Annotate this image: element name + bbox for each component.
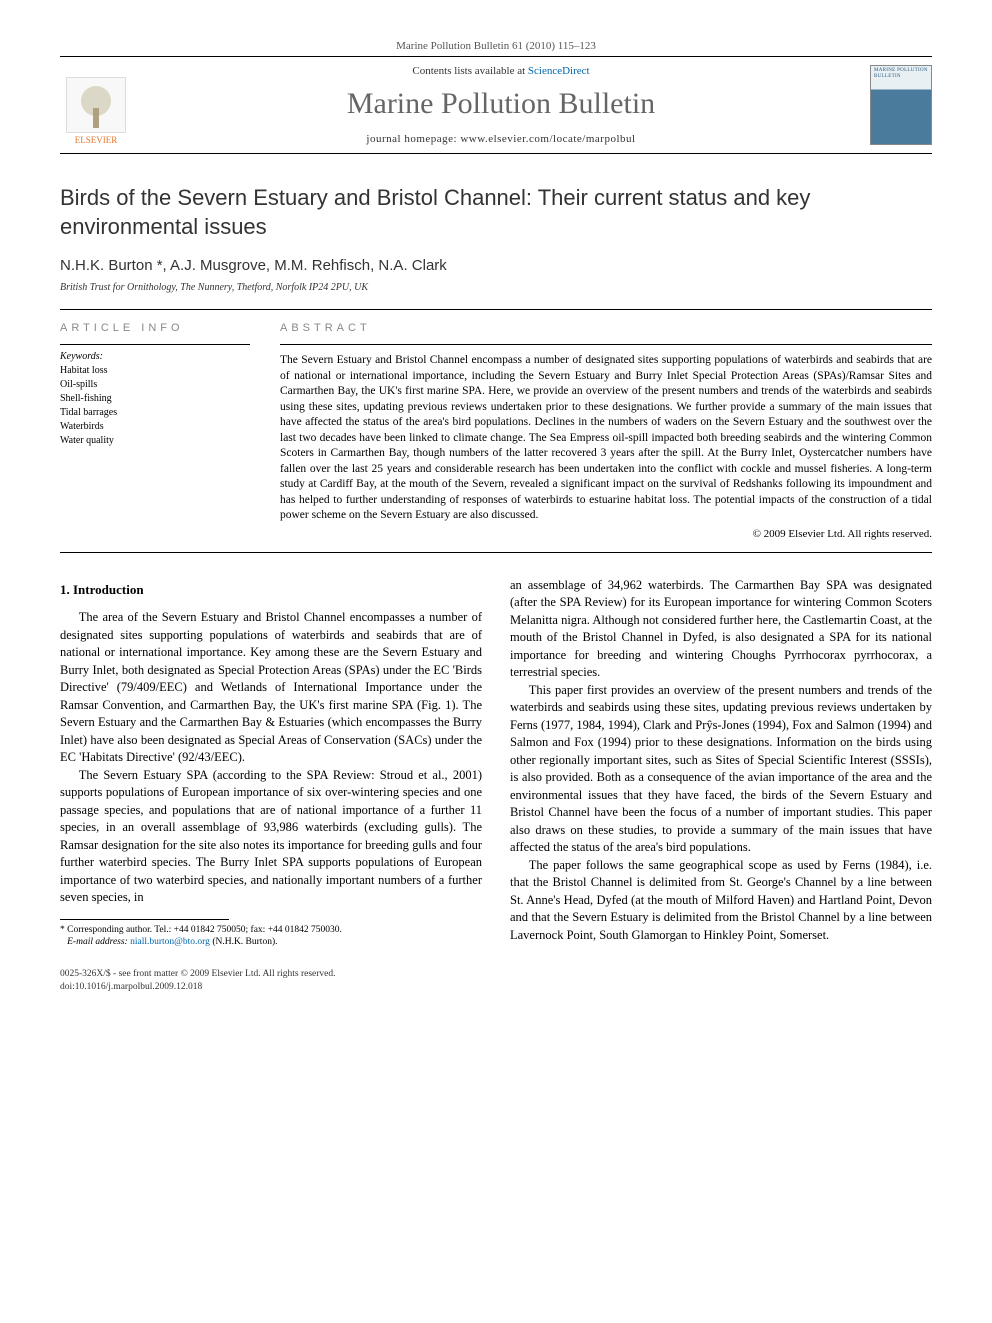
article-info-block: ARTICLE INFO Keywords: Habitat loss Oil-… [60, 322, 250, 540]
journal-name: Marine Pollution Bulletin [132, 87, 870, 121]
elsevier-logo: ELSEVIER [60, 65, 132, 145]
journal-cover-thumb: MARINE POLLUTION BULLETIN [870, 65, 932, 145]
section-heading-introduction: 1. Introduction [60, 581, 482, 599]
article-info-heading: ARTICLE INFO [60, 322, 250, 334]
abstract-text: The Severn Estuary and Bristol Channel e… [280, 353, 932, 524]
affiliation: British Trust for Ornithology, The Nunne… [60, 282, 932, 293]
contents-prefix: Contents lists available at [412, 65, 527, 77]
banner-center: Contents lists available at ScienceDirec… [132, 65, 870, 145]
issn-line: 0025-326X/$ - see front matter © 2009 El… [60, 968, 932, 980]
keyword: Waterbirds [60, 420, 250, 434]
article-meta-row: ARTICLE INFO Keywords: Habitat loss Oil-… [60, 309, 932, 553]
keywords-label: Keywords: [60, 351, 250, 362]
footnote-rule [60, 919, 229, 920]
corresponding-author-note: * Corresponding author. Tel.: +44 01842 … [60, 924, 482, 936]
author-list: N.H.K. Burton *, A.J. Musgrove, M.M. Reh… [60, 257, 932, 274]
email-link[interactable]: niall.burton@bto.org [130, 937, 210, 947]
running-head-citation: Marine Pollution Bulletin 61 (2010) 115–… [60, 40, 932, 52]
abstract-copyright: © 2009 Elsevier Ltd. All rights reserved… [280, 528, 932, 540]
abstract-block: ABSTRACT The Severn Estuary and Bristol … [280, 322, 932, 540]
cover-label: MARINE POLLUTION BULLETIN [874, 68, 931, 79]
contents-line: Contents lists available at ScienceDirec… [132, 65, 870, 77]
email-label: E-mail address: [67, 937, 130, 947]
homepage-prefix: journal homepage: [366, 133, 460, 145]
footnote-block: * Corresponding author. Tel.: +44 01842 … [60, 919, 482, 949]
body-paragraph: This paper first provides an overview of… [510, 682, 932, 857]
sciencedirect-link[interactable]: ScienceDirect [528, 65, 590, 77]
page-container: Marine Pollution Bulletin 61 (2010) 115–… [0, 0, 992, 1023]
email-line: E-mail address: niall.burton@bto.org (N.… [60, 936, 482, 948]
homepage-line: journal homepage: www.elsevier.com/locat… [132, 133, 870, 145]
body-columns: 1. Introduction The area of the Severn E… [60, 577, 932, 948]
keyword: Water quality [60, 434, 250, 448]
abstract-heading: ABSTRACT [280, 322, 932, 334]
keyword: Tidal barrages [60, 406, 250, 420]
homepage-url: www.elsevier.com/locate/marpolbul [460, 133, 635, 145]
elsevier-tree-icon [66, 77, 126, 133]
body-paragraph: The area of the Severn Estuary and Brist… [60, 609, 482, 767]
email-suffix: (N.H.K. Burton). [210, 937, 278, 947]
article-title: Birds of the Severn Estuary and Bristol … [60, 184, 932, 241]
keyword: Oil-spills [60, 378, 250, 392]
keyword: Habitat loss [60, 364, 250, 378]
doi-line: doi:10.1016/j.marpolbul.2009.12.018 [60, 981, 932, 993]
page-footer: 0025-326X/$ - see front matter © 2009 El… [60, 968, 932, 993]
divider [280, 344, 932, 345]
publisher-name: ELSEVIER [75, 135, 118, 145]
body-paragraph: an assemblage of 34,962 waterbirds. The … [510, 577, 932, 682]
body-paragraph: The paper follows the same geographical … [510, 857, 932, 945]
divider [60, 344, 250, 345]
keyword: Shell-fishing [60, 392, 250, 406]
journal-banner: ELSEVIER Contents lists available at Sci… [60, 56, 932, 154]
body-paragraph: The Severn Estuary SPA (according to the… [60, 767, 482, 907]
